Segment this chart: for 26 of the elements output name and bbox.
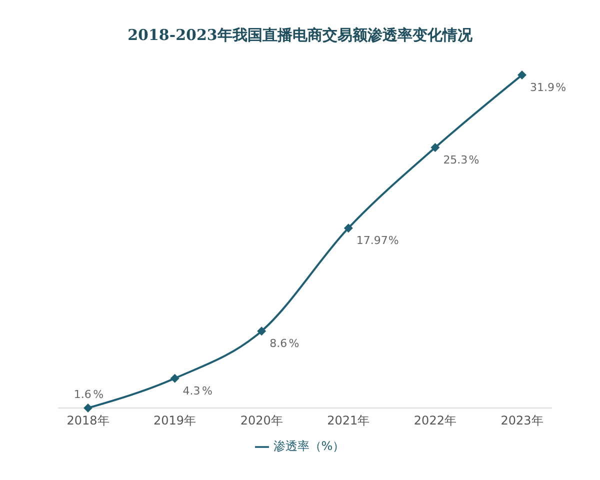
x-tick-label: 2019年 (154, 414, 196, 428)
text: % (468, 154, 480, 167)
text: % (556, 81, 566, 94)
text: % (202, 384, 212, 398)
text: % (388, 234, 399, 248)
x-tick-label: 2023年 (500, 414, 544, 428)
point (257, 326, 266, 336)
point (344, 224, 353, 233)
legend-label: 渗透率（%） (273, 439, 345, 453)
x-tick-label: 2018年 (66, 414, 110, 428)
point (84, 404, 92, 412)
point (518, 70, 526, 80)
x-tick-label: 2021年 (327, 414, 370, 428)
data-label: 17.97 (356, 234, 388, 248)
chart-title: 2018-2023年我国直播电商交易额渗透率变化情况 (126, 25, 474, 45)
text: % (93, 388, 104, 401)
text: % (288, 337, 300, 350)
data-label: 1.6 (74, 388, 92, 401)
data-label: 31.9 (530, 81, 554, 94)
x-tick-label: 2020年 (240, 414, 283, 428)
data-label: 25.3 (443, 154, 468, 167)
point (170, 374, 180, 383)
point (430, 143, 440, 152)
x-tick-label: 2022年 (414, 414, 456, 428)
data-label: 8.6 (270, 337, 288, 350)
data-label: 4.3 (182, 384, 200, 398)
